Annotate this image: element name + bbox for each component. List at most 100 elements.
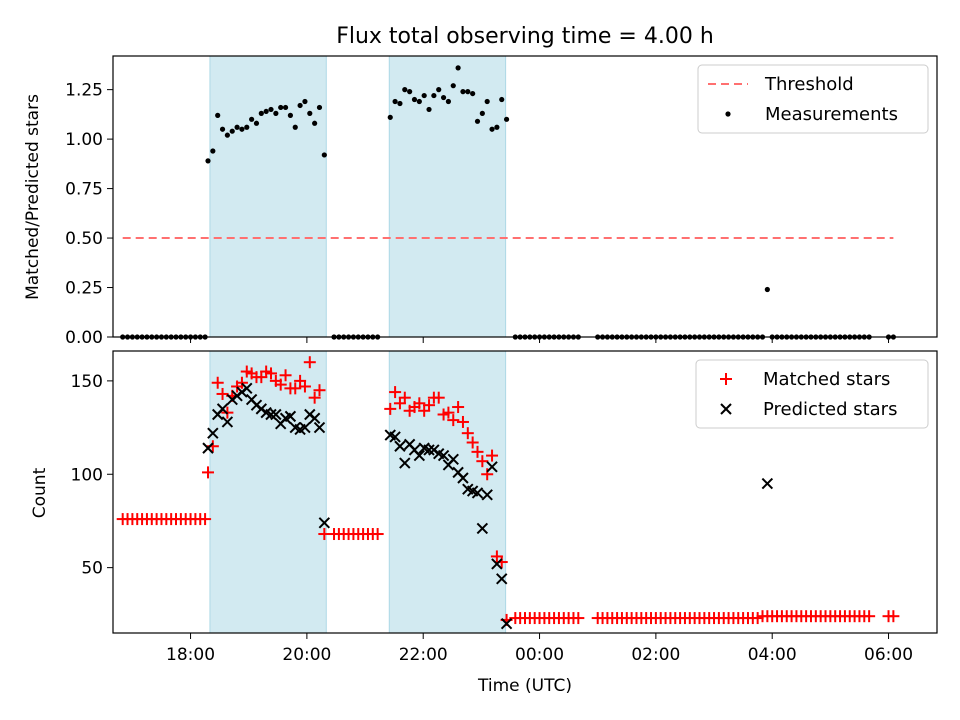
- matched-star-point: [303, 356, 316, 369]
- predicted-star-point: [471, 487, 484, 499]
- measurement-point: [316, 104, 323, 111]
- bottom-legend: Matched stars Predicted stars: [695, 359, 929, 429]
- measurement-point: [494, 124, 500, 130]
- measurement-point: [278, 104, 284, 111]
- measurement-point: [764, 286, 770, 293]
- matched-star-point: [371, 528, 384, 541]
- observing-window-1: [209, 55, 327, 338]
- measurement-point: [210, 148, 216, 154]
- bottom-legend-box: [695, 359, 929, 429]
- matched-star-point: [423, 399, 436, 412]
- measurement-point: [292, 124, 298, 130]
- matched-star-point: [384, 402, 397, 415]
- predicted-star-point: [500, 617, 513, 630]
- predicted-star-point: [399, 457, 411, 469]
- predicted-star-point: [207, 427, 219, 439]
- predicted-star-point: [394, 440, 406, 452]
- y-tick-label: 150: [71, 372, 103, 392]
- legend-predicted-swatch: [720, 403, 732, 415]
- predicted-star-point: [284, 410, 297, 423]
- matched-star-point: [216, 387, 229, 400]
- legend-matched-label: Matched stars: [763, 369, 890, 390]
- legend-threshold-label: Threshold: [764, 74, 854, 95]
- y-tick-label: 0.50: [65, 229, 103, 249]
- matched-star-point: [308, 391, 321, 404]
- measurement-point: [258, 110, 264, 116]
- predicted-star-point: [221, 416, 234, 428]
- x-tick-label: 18:00: [166, 645, 215, 665]
- measurement-point: [445, 98, 452, 105]
- measurement-point: [229, 128, 235, 134]
- matched-star-point: [432, 391, 445, 404]
- predicted-star-point: [308, 412, 321, 424]
- matched-star-point: [298, 380, 311, 393]
- measurement-point: [234, 124, 240, 130]
- predicted-star-point: [241, 382, 253, 395]
- predicted-star-point: [486, 461, 498, 473]
- matched-star-point: [389, 386, 402, 399]
- predicted-star-point: [423, 444, 435, 456]
- measurement-point: [287, 112, 294, 118]
- predicted-star-point: [491, 558, 503, 570]
- y-tick-label: 0.75: [65, 180, 103, 200]
- chart-title: Flux total observing time = 4.00 h: [336, 24, 714, 49]
- predicted-star-point: [216, 403, 229, 415]
- measurement-point: [224, 132, 230, 138]
- matched-star-point: [199, 513, 212, 526]
- observing-window-2: [388, 350, 507, 634]
- measurement-point: [302, 98, 308, 105]
- matched-star-point: [447, 414, 460, 427]
- predicted-star-point: [437, 449, 450, 462]
- matched-star-point: [398, 391, 411, 404]
- predicted-star-point: [318, 517, 331, 529]
- matched-star-point: [313, 384, 326, 397]
- matched-star-point: [476, 455, 489, 468]
- measurement-point: [416, 98, 422, 105]
- x-tick-label: 22:00: [399, 645, 448, 665]
- measurement-point: [321, 152, 327, 158]
- measurement-point: [407, 89, 413, 95]
- matched-star-point: [235, 376, 248, 389]
- predicted-star-point: [496, 573, 508, 585]
- measurement-point: [411, 96, 418, 103]
- predicted-star-point: [389, 431, 401, 443]
- top-legend: Threshold Measurements: [697, 64, 929, 134]
- y-tick-label: 0.25: [65, 279, 103, 299]
- measurement-point: [268, 106, 274, 113]
- measurement-point: [392, 98, 398, 105]
- measurement-point: [307, 110, 313, 116]
- predicted-star-point: [202, 442, 214, 454]
- measurement-point: [273, 110, 279, 116]
- measurement-point: [312, 120, 318, 126]
- predicted-star-point: [457, 472, 469, 484]
- predicted-star-point: [481, 489, 493, 501]
- measurement-point: [499, 96, 505, 103]
- matched-star-point: [202, 466, 215, 479]
- x-tick-label: 04:00: [748, 645, 797, 665]
- matched-star-point: [461, 427, 474, 440]
- measurement-point: [484, 98, 490, 105]
- ratio-panel: 0.00 0.25 0.50 0.75 1.00 1.25 Matched/Predict…: [23, 55, 938, 348]
- measurement-point: [205, 158, 211, 164]
- top-y-ticks: 0.00 0.25 0.50 0.75 1.00 1.25: [65, 81, 113, 348]
- matched-star-point: [572, 612, 585, 625]
- matched-star-point: [452, 401, 465, 414]
- measurement-point: [249, 116, 255, 122]
- measurement-point: [489, 126, 495, 132]
- x-axis-label: Time (UTC): [477, 676, 572, 696]
- matched-star-point: [471, 445, 484, 458]
- measurement-point: [297, 102, 303, 109]
- x-tick-label: 02:00: [631, 645, 680, 665]
- predicted-star-point: [265, 408, 277, 421]
- count-points: [116, 356, 900, 630]
- matched-star-point: [863, 610, 876, 623]
- predicted-star-point: [299, 421, 311, 434]
- measurement-point: [426, 106, 432, 113]
- measurement-point: [431, 92, 437, 99]
- measurement-point: [402, 87, 408, 93]
- y-tick-label: 100: [71, 465, 103, 485]
- matched-star-point: [442, 406, 455, 419]
- measurement-point: [474, 118, 481, 124]
- measurement-point: [215, 112, 221, 118]
